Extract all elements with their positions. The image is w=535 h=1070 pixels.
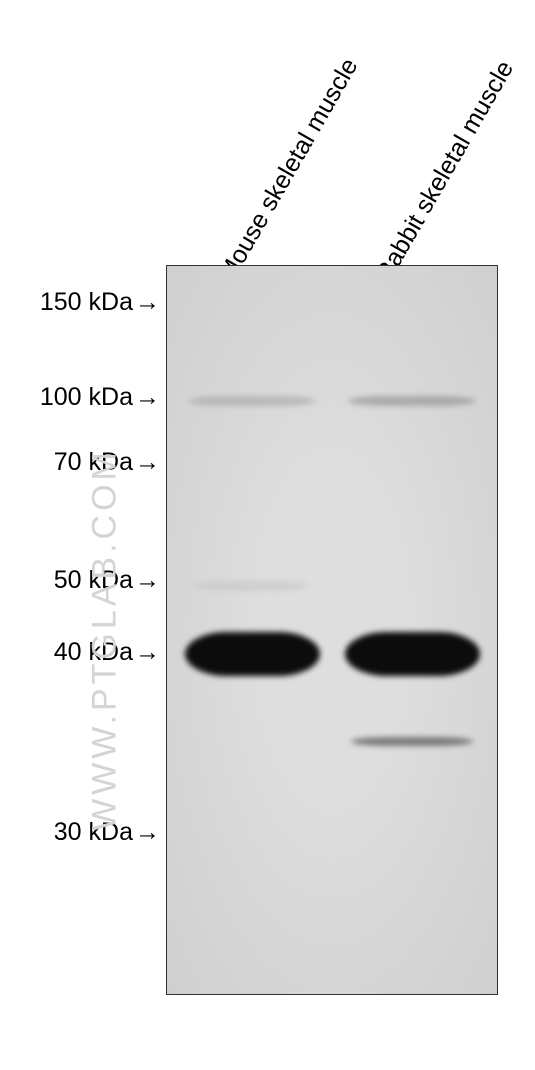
marker-label-0: 150 kDa→ — [40, 288, 160, 317]
marker-label-4: 40 kDa→ — [54, 638, 160, 667]
blot-band-2 — [195, 581, 310, 591]
blot-band-3 — [185, 632, 320, 676]
lane-label-1: Rabbit skeletal muscle — [370, 56, 520, 287]
lane-label-0: Mouse skeletal muscle — [213, 53, 365, 287]
arrow-icon: → — [135, 638, 160, 667]
blot-band-5 — [351, 737, 473, 746]
marker-label-2: 70 kDa→ — [54, 448, 160, 477]
blot-band-1 — [348, 396, 476, 406]
blot-membrane — [166, 265, 498, 995]
marker-label-3: 50 kDa→ — [54, 566, 160, 595]
marker-label-1: 100 kDa→ — [40, 383, 160, 412]
marker-value: 30 kDa — [54, 818, 133, 846]
blot-band-0 — [188, 396, 316, 406]
arrow-icon: → — [135, 288, 160, 317]
figure-container: Mouse skeletal muscleRabbit skeletal mus… — [0, 0, 535, 1070]
blot-band-4 — [345, 632, 480, 676]
marker-value: 150 kDa — [40, 288, 133, 316]
arrow-icon: → — [135, 818, 160, 847]
arrow-icon: → — [135, 566, 160, 595]
arrow-icon: → — [135, 448, 160, 477]
marker-label-5: 30 kDa→ — [54, 818, 160, 847]
marker-value: 100 kDa — [40, 383, 133, 411]
marker-value: 70 kDa — [54, 448, 133, 476]
marker-value: 50 kDa — [54, 566, 133, 594]
arrow-icon: → — [135, 383, 160, 412]
marker-value: 40 kDa — [54, 638, 133, 666]
